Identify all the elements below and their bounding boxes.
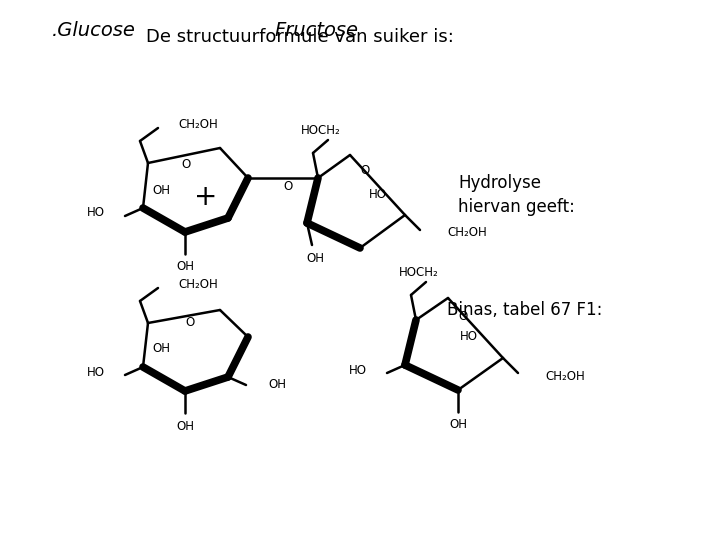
Text: HOCH₂: HOCH₂ (301, 124, 341, 137)
Text: Binas, tabel 67 F1:: Binas, tabel 67 F1: (447, 301, 603, 319)
Text: +: + (194, 183, 217, 211)
Text: OH: OH (306, 252, 324, 265)
Text: De structuurformule van suiker is:: De structuurformule van suiker is: (146, 28, 454, 46)
Text: O: O (361, 164, 369, 177)
Text: Hydrolyse
hiervan geeft:: Hydrolyse hiervan geeft: (458, 174, 575, 216)
Text: O: O (459, 309, 467, 322)
Text: CH₂OH: CH₂OH (178, 118, 217, 132)
Text: CH₂OH: CH₂OH (545, 369, 585, 382)
Text: OH: OH (268, 379, 286, 392)
Text: HO: HO (87, 366, 105, 379)
Text: HO: HO (349, 363, 367, 376)
Text: HO: HO (460, 329, 478, 342)
Text: OH: OH (152, 184, 170, 197)
Text: .Glucose: .Glucose (52, 22, 135, 40)
Text: OH: OH (176, 420, 194, 433)
Text: O: O (181, 159, 191, 172)
Text: O: O (284, 179, 292, 192)
Text: OH: OH (449, 418, 467, 431)
Text: HOCH₂: HOCH₂ (399, 266, 439, 279)
Text: Fructose: Fructose (275, 22, 359, 40)
Text: O: O (185, 316, 194, 329)
Text: HO: HO (87, 206, 105, 219)
Text: OH: OH (152, 342, 170, 355)
Text: CH₂OH: CH₂OH (178, 279, 217, 292)
Text: HO: HO (369, 188, 387, 201)
Text: OH: OH (176, 260, 194, 273)
Text: CH₂OH: CH₂OH (447, 226, 487, 240)
